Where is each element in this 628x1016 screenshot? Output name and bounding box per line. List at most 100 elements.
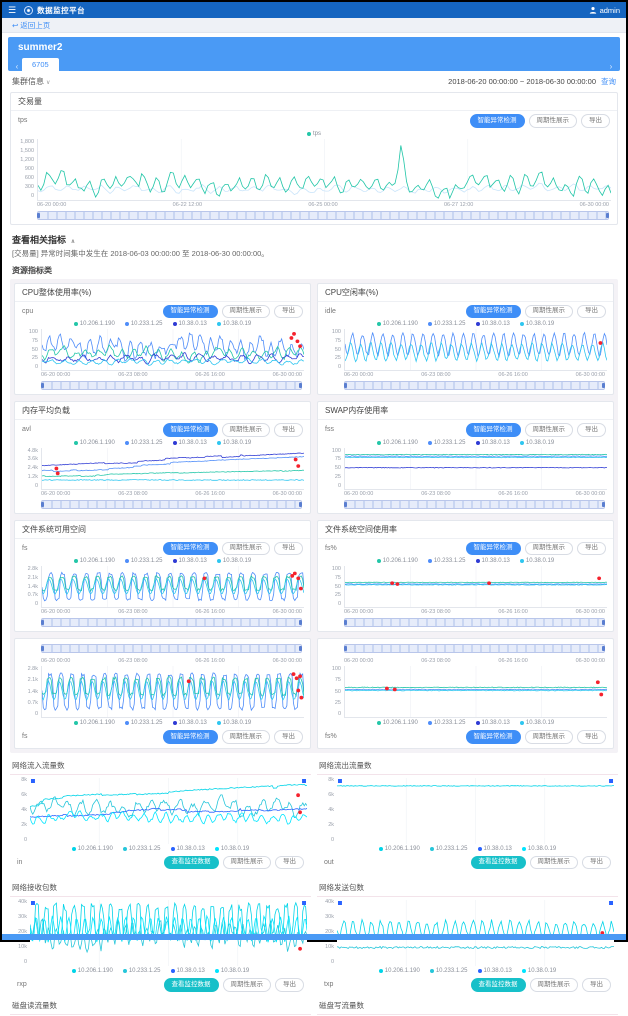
- datazoom-slider[interactable]: [344, 644, 605, 653]
- legend-item[interactable]: 10.38.0.19: [519, 321, 554, 327]
- legend-item[interactable]: 10.38.0.19: [216, 558, 251, 564]
- legend-item[interactable]: 10.38.0.13: [477, 846, 512, 852]
- legend-item[interactable]: 10.233.1.25: [427, 720, 466, 726]
- chart-plot[interactable]: [337, 777, 614, 844]
- periodic-display-button[interactable]: 周期性展示: [524, 304, 573, 318]
- anomaly-detect-button[interactable]: 智能异常检测: [465, 304, 521, 318]
- cluster-info-toggle[interactable]: 集群信息 ∨: [12, 77, 51, 86]
- legend-item[interactable]: 10.38.0.13: [475, 321, 510, 327]
- chart-plot[interactable]: [344, 329, 607, 371]
- legend-item[interactable]: 10.233.1.25: [429, 968, 468, 974]
- periodic-display-button[interactable]: 周期性展示: [222, 855, 271, 869]
- user-menu[interactable]: admin: [589, 6, 620, 15]
- export-button[interactable]: 导出: [577, 304, 606, 318]
- periodic-display-button[interactable]: 周期性展示: [221, 730, 270, 744]
- legend-item[interactable]: 10.38.0.13: [172, 558, 207, 564]
- export-button[interactable]: 导出: [274, 730, 303, 744]
- anomaly-detect-button[interactable]: 智能异常检测: [162, 304, 218, 318]
- datazoom-slider[interactable]: [41, 381, 302, 390]
- legend-item[interactable]: 10.206.1.190: [73, 321, 115, 327]
- legend-item[interactable]: 10.38.0.19: [519, 558, 554, 564]
- legend-item[interactable]: 10.206.1.190: [378, 968, 420, 974]
- view-monitor-data-button[interactable]: 查看监控数据: [470, 855, 526, 869]
- periodic-display-button[interactable]: 周期性展示: [529, 855, 578, 869]
- legend-item[interactable]: 10.38.0.13: [172, 440, 207, 446]
- export-button[interactable]: 导出: [582, 978, 611, 992]
- anomaly-detect-button[interactable]: 智能异常检测: [465, 541, 521, 555]
- legend-item[interactable]: 10.38.0.13: [475, 440, 510, 446]
- chart-plot[interactable]: [337, 900, 614, 966]
- legend-item[interactable]: 10.38.0.19: [214, 846, 249, 852]
- legend-item[interactable]: 10.38.0.13: [475, 720, 510, 726]
- legend-item[interactable]: 10.233.1.25: [427, 558, 466, 564]
- legend-item[interactable]: 10.38.0.19: [521, 968, 556, 974]
- legend-item[interactable]: 10.206.1.190: [376, 558, 418, 564]
- legend-item[interactable]: 10.206.1.190: [378, 846, 420, 852]
- legend-item[interactable]: 10.38.0.19: [519, 440, 554, 446]
- chart-plot[interactable]: [30, 900, 307, 966]
- datazoom-slider[interactable]: [344, 381, 605, 390]
- transaction-chart-plot[interactable]: [37, 138, 611, 201]
- date-range-picker[interactable]: 2018-06-20 00:00:00 ~ 2018-06-30 00:00:0…: [448, 77, 596, 86]
- chart-plot[interactable]: [30, 777, 307, 844]
- legend-item[interactable]: 10.233.1.25: [427, 440, 466, 446]
- export-button[interactable]: 导出: [275, 978, 304, 992]
- legend-item[interactable]: 10.206.1.190: [376, 720, 418, 726]
- datazoom-slider[interactable]: [41, 644, 302, 653]
- legend-item[interactable]: 10.233.1.25: [122, 968, 161, 974]
- datazoom-slider[interactable]: [344, 499, 605, 509]
- legend-item[interactable]: 10.38.0.19: [216, 321, 251, 327]
- legend-item[interactable]: 10.233.1.25: [429, 846, 468, 852]
- export-button[interactable]: 导出: [577, 541, 606, 555]
- chart-plot[interactable]: [41, 666, 304, 718]
- export-button[interactable]: 导出: [581, 114, 610, 128]
- periodic-display-button[interactable]: 周期性展示: [222, 978, 271, 992]
- periodic-display-button[interactable]: 周期性展示: [524, 541, 573, 555]
- periodic-display-button[interactable]: 周期性展示: [528, 114, 577, 128]
- related-section-title[interactable]: 查看相关指标 ∧: [12, 234, 76, 245]
- legend-item[interactable]: 10.233.1.25: [124, 720, 163, 726]
- chart-plot[interactable]: [41, 447, 304, 490]
- legend-item[interactable]: 10.38.0.19: [214, 968, 249, 974]
- tab-node[interactable]: 6705: [22, 58, 59, 71]
- periodic-display-button[interactable]: 周期性展示: [221, 304, 270, 318]
- periodic-display-button[interactable]: 周期性展示: [524, 730, 573, 744]
- periodic-display-button[interactable]: 周期性展示: [221, 423, 270, 437]
- view-monitor-data-button[interactable]: 查看监控数据: [470, 978, 526, 992]
- legend-item[interactable]: 10.206.1.190: [73, 558, 115, 564]
- chart-plot[interactable]: [41, 329, 304, 371]
- legend-item[interactable]: 10.38.0.19: [216, 440, 251, 446]
- export-button[interactable]: 导出: [275, 855, 304, 869]
- legend-item[interactable]: 10.206.1.190: [71, 968, 113, 974]
- hamburger-menu-icon[interactable]: ☰: [8, 4, 17, 15]
- chart-plot[interactable]: [344, 666, 607, 718]
- legend-item[interactable]: tps: [306, 131, 321, 137]
- legend-item[interactable]: 10.206.1.190: [376, 321, 418, 327]
- query-button[interactable]: 查询: [601, 77, 616, 86]
- view-monitor-data-button[interactable]: 查看监控数据: [163, 855, 219, 869]
- datazoom-slider[interactable]: [41, 499, 302, 509]
- tabs-scroll-left-icon[interactable]: ‹: [15, 62, 19, 71]
- legend-item[interactable]: 10.233.1.25: [122, 846, 161, 852]
- legend-item[interactable]: 10.233.1.25: [124, 558, 163, 564]
- legend-item[interactable]: 10.38.0.13: [477, 968, 512, 974]
- datazoom-slider[interactable]: [41, 618, 302, 627]
- export-button[interactable]: 导出: [577, 423, 606, 437]
- legend-item[interactable]: 10.233.1.25: [427, 321, 466, 327]
- export-button[interactable]: 导出: [582, 855, 611, 869]
- legend-item[interactable]: 10.206.1.190: [71, 846, 113, 852]
- legend-item[interactable]: 10.38.0.19: [519, 720, 554, 726]
- back-link[interactable]: ↩ 返回上页: [12, 20, 51, 30]
- legend-item[interactable]: 10.206.1.190: [73, 720, 115, 726]
- chart-plot[interactable]: [344, 566, 607, 608]
- chart-plot[interactable]: [41, 566, 304, 608]
- export-button[interactable]: 导出: [274, 423, 303, 437]
- legend-item[interactable]: 10.38.0.13: [170, 846, 205, 852]
- tabs-scroll-right-icon[interactable]: ›: [609, 62, 613, 71]
- chart-plot[interactable]: [344, 447, 607, 490]
- legend-item[interactable]: 10.38.0.19: [216, 720, 251, 726]
- legend-item[interactable]: 10.38.0.19: [521, 846, 556, 852]
- periodic-display-button[interactable]: 周期性展示: [221, 541, 270, 555]
- anomaly-detect-button[interactable]: 智能异常检测: [162, 541, 218, 555]
- legend-item[interactable]: 10.206.1.190: [73, 440, 115, 446]
